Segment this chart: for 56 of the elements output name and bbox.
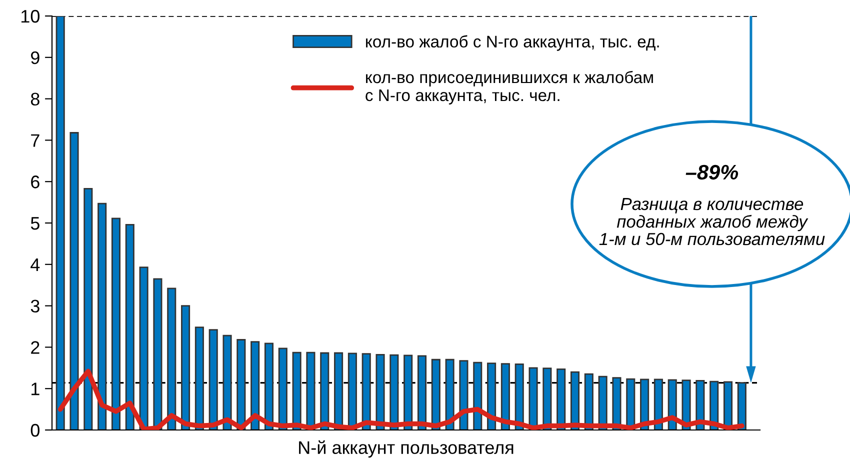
bar: [487, 362, 496, 430]
bar: [445, 358, 454, 430]
bar: [417, 355, 427, 430]
bar: [459, 360, 468, 430]
x-axis-title: N-й аккаунт пользователя: [299, 440, 514, 458]
bar: [139, 266, 148, 430]
y-tick-label: 3: [30, 300, 40, 313]
bar: [250, 341, 260, 430]
bar: [98, 202, 107, 430]
annotation: Разница в количестве поданных жалоб между 1-м и 50-м пользователями: [599, 198, 825, 246]
bar: [404, 354, 413, 430]
bar: [56, 16, 65, 430]
y-tick-label: 4: [30, 258, 40, 271]
bar: [84, 188, 93, 430]
bar: [70, 132, 79, 430]
y-tick-label: 9: [31, 51, 40, 64]
y-tick-label: 2: [31, 341, 40, 354]
bar: [390, 354, 399, 430]
legend-label: кол-во присоединившихся к жалобам с N-го аккаунта, тыс. чел.: [366, 70, 653, 104]
bar: [626, 378, 636, 430]
bar: [125, 224, 134, 430]
bar: [208, 329, 218, 430]
bar: [473, 362, 482, 430]
y-tick-label: 0: [30, 424, 40, 437]
bar: [236, 339, 246, 430]
bar: [514, 363, 524, 430]
bar: [222, 334, 232, 430]
bar: [542, 368, 552, 430]
y-tick-label: 8: [30, 92, 40, 106]
y-tick-label: 10: [21, 10, 40, 23]
bar: [362, 353, 371, 430]
annotation: –89%: [686, 164, 738, 180]
bar: [737, 382, 746, 430]
bar: [556, 368, 566, 430]
bar: [348, 352, 357, 430]
bar: [111, 218, 121, 430]
bar: [612, 377, 622, 430]
y-tick-label: 5: [30, 217, 40, 230]
bar: [292, 352, 302, 430]
legend-label: кол-во жалоб с N-го аккаунта, тыс. ед.: [366, 35, 659, 51]
line-series: [58, 368, 744, 430]
bar: [264, 342, 274, 430]
bar: [376, 354, 385, 430]
bar: [570, 371, 580, 430]
y-tick-label: 7: [31, 134, 40, 147]
bar: [153, 278, 162, 430]
bar: [431, 358, 440, 430]
bar: [278, 348, 288, 430]
bar: [167, 288, 176, 430]
bar: [334, 352, 344, 430]
bar: [500, 363, 510, 430]
y-tick-label: 6: [31, 176, 40, 188]
y-tick-label: 1: [32, 382, 40, 396]
bar: [181, 305, 190, 430]
bar: [194, 326, 204, 430]
bar: [320, 352, 330, 430]
